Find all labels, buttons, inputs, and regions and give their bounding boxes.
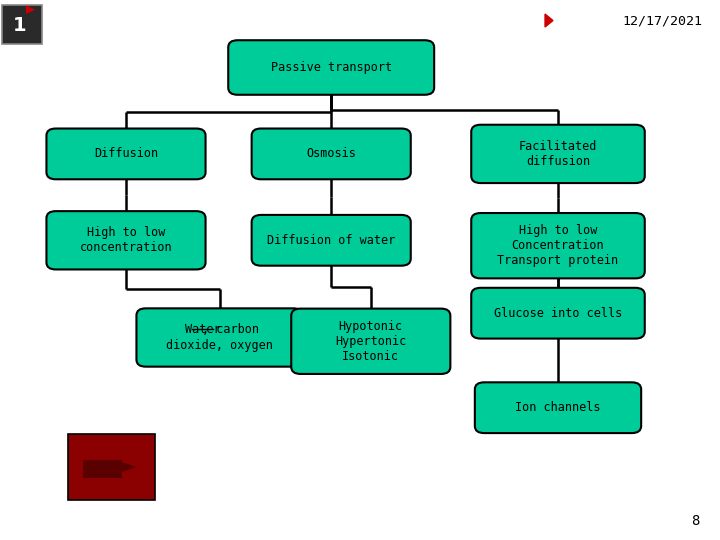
FancyBboxPatch shape	[252, 129, 410, 179]
Text: dioxide, oxygen: dioxide, oxygen	[166, 340, 273, 353]
FancyBboxPatch shape	[137, 308, 302, 367]
FancyBboxPatch shape	[475, 382, 641, 433]
Polygon shape	[545, 14, 553, 27]
Text: 12/17/2021: 12/17/2021	[622, 14, 702, 27]
FancyBboxPatch shape	[68, 434, 156, 500]
Text: 1: 1	[13, 16, 26, 36]
FancyBboxPatch shape	[83, 460, 122, 478]
FancyBboxPatch shape	[228, 40, 434, 95]
Text: Water: Water	[185, 322, 221, 335]
FancyBboxPatch shape	[471, 288, 645, 339]
FancyBboxPatch shape	[46, 211, 206, 269]
FancyBboxPatch shape	[252, 215, 410, 266]
FancyBboxPatch shape	[471, 125, 645, 183]
Text: , carbon: , carbon	[202, 322, 258, 335]
Text: Osmosis: Osmosis	[306, 147, 356, 160]
Text: Hypotonic
Hypertonic
Isotonic: Hypotonic Hypertonic Isotonic	[336, 320, 406, 363]
FancyBboxPatch shape	[471, 213, 645, 279]
Text: Diffusion of water: Diffusion of water	[267, 234, 395, 247]
Text: Ion channels: Ion channels	[516, 401, 600, 414]
FancyBboxPatch shape	[291, 309, 451, 374]
Text: High to low
Concentration
Transport protein: High to low Concentration Transport prot…	[498, 224, 618, 267]
Text: 8: 8	[691, 514, 700, 528]
FancyBboxPatch shape	[2, 5, 42, 44]
Polygon shape	[120, 462, 137, 472]
Polygon shape	[26, 5, 35, 14]
Text: High to low
concentration: High to low concentration	[80, 226, 172, 254]
Text: Diffusion: Diffusion	[94, 147, 158, 160]
Text: Passive transport: Passive transport	[271, 61, 392, 74]
FancyBboxPatch shape	[46, 129, 206, 179]
Text: Facilitated
diffusion: Facilitated diffusion	[519, 140, 597, 168]
Text: Glucose into cells: Glucose into cells	[494, 307, 622, 320]
